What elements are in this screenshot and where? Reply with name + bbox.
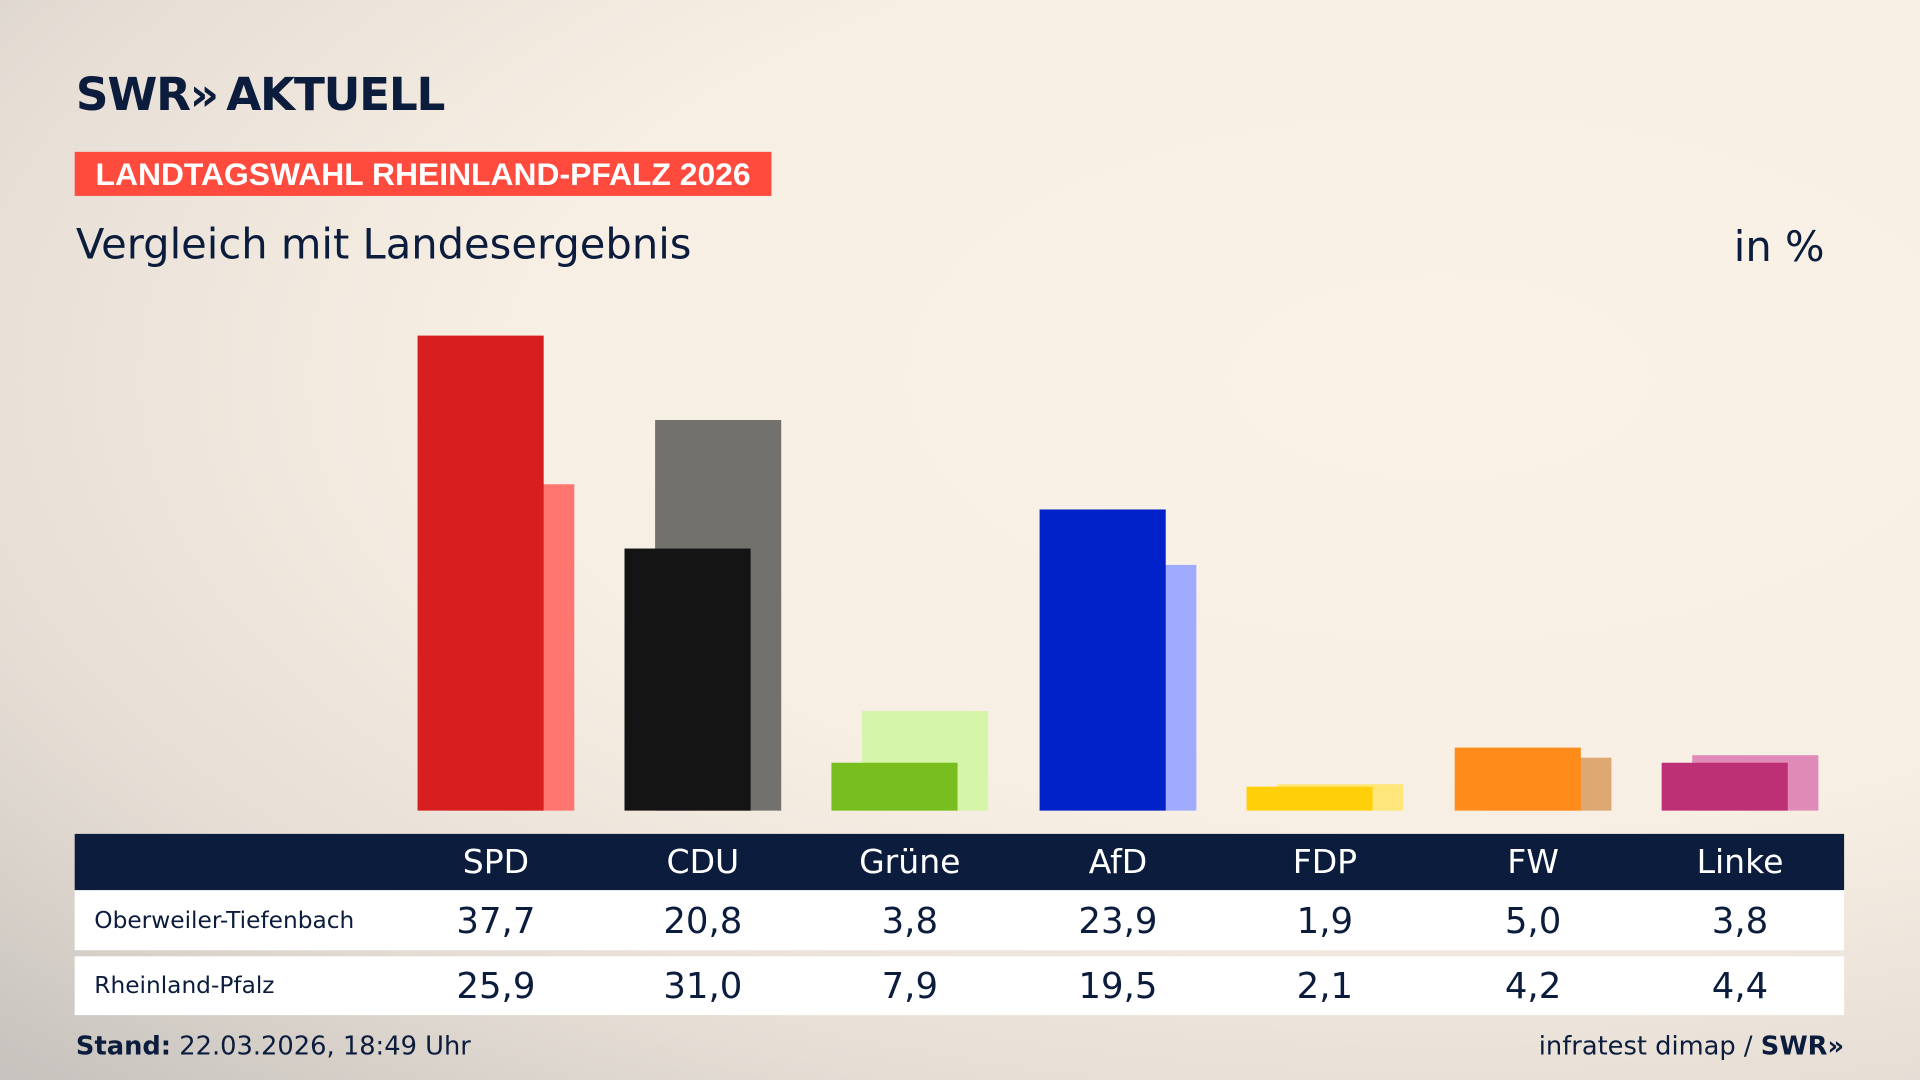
election-badge: LANDTAGSWAHL RHEINLAND-PFALZ 2026 (74, 151, 772, 196)
value-cell: 31,0 (663, 964, 743, 1007)
bar-fdp-local (1246, 786, 1373, 811)
value-cell: 3,8 (881, 899, 939, 942)
value-cell: 25,9 (456, 964, 536, 1007)
bar-fw-local (1454, 747, 1581, 811)
column-header: Linke (1696, 843, 1784, 882)
bar-cdu-local (624, 548, 751, 811)
column-header: CDU (666, 843, 740, 882)
table-row: Rheinland-Pfalz 25,9 31,0 7,9 19,5 2,1 4,2 4,4 (74, 956, 1845, 1016)
column-header: Grüne (859, 843, 961, 882)
value-cell: 23,9 (1078, 899, 1158, 942)
chart-subtitle: Vergleich mit Landesergebnis (75, 220, 692, 270)
table-header: SPD CDU Grüne AfD FDP FW Linke (74, 833, 1845, 891)
unit-label: in % (1733, 222, 1825, 272)
column-header: FDP (1292, 843, 1358, 882)
value-cell: 20,8 (663, 899, 743, 942)
swr-logo: SWR» (1760, 1031, 1845, 1061)
value-cell: 19,5 (1078, 964, 1158, 1007)
source-text: infratest dimap / (1538, 1031, 1753, 1061)
table-row: Oberweiler-Tiefenbach 37,7 20,8 3,8 23,9 1,9… (74, 890, 1845, 951)
row-label: Oberweiler-Tiefenbach (94, 906, 355, 934)
value-cell: 5,0 (1504, 899, 1562, 942)
value-cell: 1,9 (1296, 899, 1354, 942)
source: infratest dimap / SWR» (1539, 1031, 1844, 1060)
value-cell: 37,7 (456, 899, 536, 942)
bar-afd-local (1039, 509, 1166, 811)
column-header: AfD (1088, 843, 1148, 882)
value-cell: 2,1 (1296, 964, 1354, 1007)
value-cell: 7,9 (881, 964, 939, 1007)
column-header: FW (1507, 843, 1559, 882)
value-cell: 4,4 (1711, 964, 1769, 1007)
stand-label: Stand: (75, 1031, 172, 1061)
value-cell: 4,2 (1504, 964, 1562, 1007)
swr-aktuell-logo: SWR» AKTUELL (75, 68, 446, 122)
row-label: Rheinland-Pfalz (94, 972, 275, 1000)
timestamp: Stand: 22.03.2026, 18:49 Uhr (76, 1031, 471, 1060)
stand-value: 22.03.2026, 18:49 Uhr (171, 1031, 471, 1061)
bar-grüne-local (831, 762, 958, 811)
bar-spd-local (417, 335, 544, 811)
value-cell: 3,8 (1711, 899, 1769, 942)
bar-linke-local (1661, 762, 1788, 811)
column-header: SPD (462, 843, 530, 882)
